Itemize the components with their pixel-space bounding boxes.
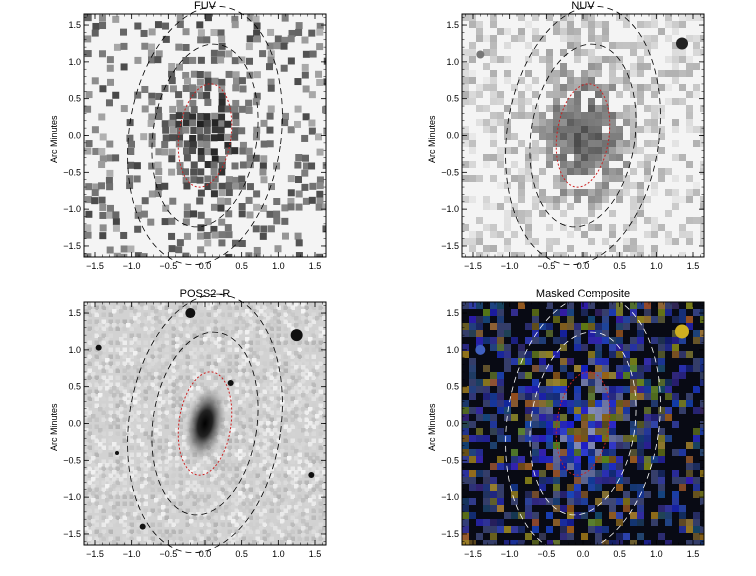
x-tick-label: 0.5 [235, 549, 248, 559]
x-tick-label: 0.0 [577, 261, 590, 271]
x-tick-label: 1.5 [309, 549, 322, 559]
x-tick-label: 1.5 [687, 549, 700, 559]
y-tick-label: −0.5 [441, 455, 459, 465]
y-tick-label: 1.5 [446, 308, 459, 318]
image-pixels [84, 302, 326, 545]
panel-title: Masked Composite [535, 288, 631, 300]
x-tick-label: −1.0 [123, 549, 141, 559]
x-tick-label: −1.5 [86, 549, 104, 559]
x-tick-label: −0.5 [537, 261, 555, 271]
y-tick-label: −1.5 [63, 241, 81, 251]
image-plot-fuv: −1.5 1.5 −1.0 1.0 −0.5 0.5 0.0 0.0 0.5 −0.5 1.0 −1.… [63, 5, 327, 271]
y-tick-label: 1.5 [68, 20, 81, 30]
x-tick-label: 1.0 [272, 261, 285, 271]
y-tick-label: 0.0 [68, 419, 81, 429]
x-tick-label: 1.0 [650, 261, 663, 271]
y-tick-label: −1.0 [63, 204, 81, 214]
x-tick-label: −1.0 [123, 261, 141, 271]
y-tick-label: 1.0 [446, 57, 459, 67]
inner-aperture-ellipse [177, 371, 233, 476]
inner-aperture-ellipse [555, 371, 611, 476]
y-tick-label: 0.5 [68, 382, 81, 392]
x-tick-label: 0.5 [235, 261, 248, 271]
x-tick-label: −0.5 [537, 549, 555, 559]
y-tick-label: 1.0 [68, 345, 81, 355]
outer-aperture-ellipse [127, 293, 283, 554]
middle-aperture-ellipse [151, 331, 259, 516]
y-tick-label: 0.0 [446, 131, 459, 141]
x-tick-label: 1.5 [309, 261, 322, 271]
x-tick-label: −1.0 [501, 261, 519, 271]
x-tick-label: 0.5 [613, 549, 626, 559]
y-tick-label: 1.5 [68, 308, 81, 318]
middle-aperture-ellipse [151, 43, 259, 228]
y-tick-label: 0.5 [446, 382, 459, 392]
y-tick-label: −1.0 [63, 492, 81, 502]
image-pixels [462, 14, 704, 257]
image-plot-poss2-r: −1.5 1.5 −1.0 1.0 −0.5 0.5 0.0 0.0 0.5 −0.5 1.0 −1.… [63, 293, 327, 559]
image-plot-nuv: −1.5 1.5 −1.0 1.0 −0.5 0.5 0.0 0.0 0.5 −0.5 1.0 −1.… [441, 5, 705, 271]
panel-title: POSS2–R [179, 288, 231, 300]
x-tick-label: −1.5 [86, 261, 104, 271]
y-tick-label: 1.0 [68, 57, 81, 67]
y-tick-label: −1.5 [441, 529, 459, 539]
x-tick-label: −1.5 [464, 261, 482, 271]
image-pixels [84, 14, 326, 257]
x-tick-label: −0.5 [159, 261, 177, 271]
inner-aperture-ellipse [177, 83, 233, 188]
y-tick-label: −0.5 [63, 455, 81, 465]
panel-title: FUV [194, 0, 216, 12]
y-tick-label: 0.5 [68, 94, 81, 104]
x-tick-label: −0.5 [159, 549, 177, 559]
panel-masked-composite: Masked Composite Arc Minutes −1.5 1.5 −1.0… [418, 288, 718, 576]
x-tick-label: 0.0 [199, 549, 212, 559]
y-tick-label: 0.5 [446, 94, 459, 104]
outer-aperture-ellipse [505, 293, 661, 554]
inner-aperture-ellipse [555, 83, 611, 188]
x-tick-label: 0.0 [577, 549, 590, 559]
y-tick-label: −1.5 [441, 241, 459, 251]
y-tick-label: 0.0 [446, 419, 459, 429]
x-tick-label: 1.5 [687, 261, 700, 271]
panel-title: NUV [571, 0, 595, 12]
y-tick-label: 1.0 [446, 345, 459, 355]
panel-fuv: FUV Arc Minutes −1.5 1.5 −1.0 1.0 −0.5 0.5 0.0… [40, 0, 340, 275]
x-tick-label: 0.5 [613, 261, 626, 271]
y-tick-label: −1.0 [441, 492, 459, 502]
image-plot-masked-composite: −1.5 1.5 −1.0 1.0 −0.5 0.5 0.0 0.0 0.5 −0.5 1.0 −1.… [441, 293, 705, 559]
y-tick-label: −1.0 [441, 204, 459, 214]
x-tick-label: 0.0 [199, 261, 212, 271]
middle-aperture-ellipse [529, 43, 637, 228]
x-tick-label: −1.0 [501, 549, 519, 559]
outer-aperture-ellipse [127, 5, 283, 266]
x-tick-label: 1.0 [650, 549, 663, 559]
panel-nuv: NUV Arc Minutes −1.5 1.5 −1.0 1.0 −0.5 0.5 0.0… [418, 0, 718, 275]
y-tick-label: 1.5 [446, 20, 459, 30]
panel-poss2-r: POSS2–R Arc Minutes −1.5 1.5 −1.0 1.0 −0.5 0.… [40, 288, 340, 576]
image-pixels [462, 302, 704, 545]
outer-aperture-ellipse [505, 5, 661, 266]
y-tick-label: −0.5 [441, 167, 459, 177]
y-tick-label: −0.5 [63, 167, 81, 177]
middle-aperture-ellipse [529, 331, 637, 516]
x-tick-label: 1.0 [272, 549, 285, 559]
y-tick-label: 0.0 [68, 131, 81, 141]
y-tick-label: −1.5 [63, 529, 81, 539]
x-tick-label: −1.5 [464, 549, 482, 559]
